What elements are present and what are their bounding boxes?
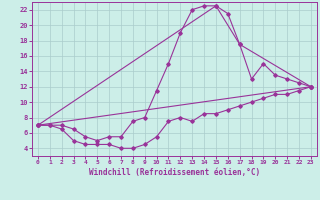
X-axis label: Windchill (Refroidissement éolien,°C): Windchill (Refroidissement éolien,°C) <box>89 168 260 177</box>
